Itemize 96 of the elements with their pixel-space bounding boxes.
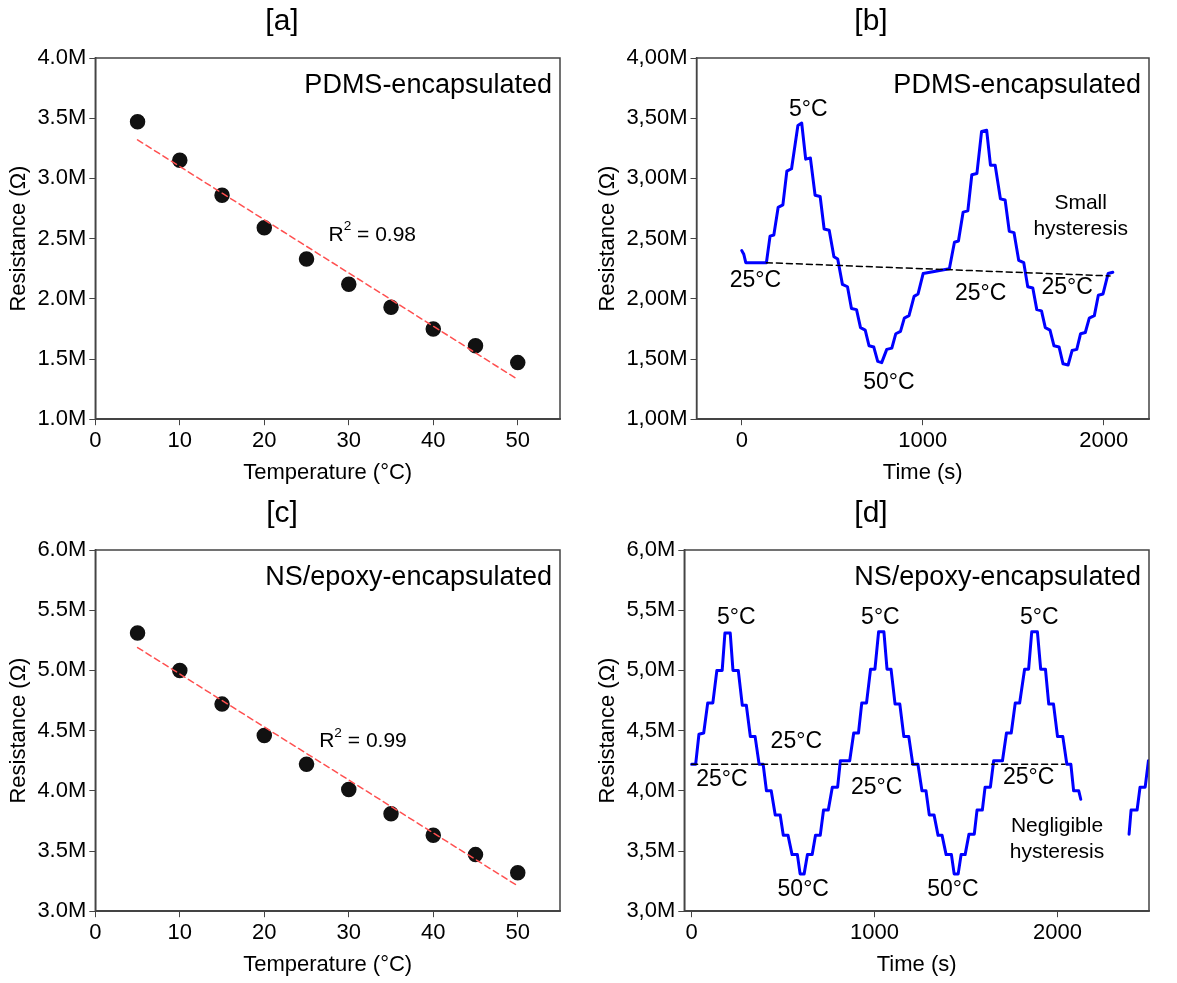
x-tick-label: 1000 — [898, 427, 948, 453]
x-tick-label: 30 — [336, 427, 362, 453]
y-tick-label: 1,00M — [626, 405, 688, 431]
point — [467, 846, 484, 863]
y-tick-label: 4.0M — [37, 44, 87, 70]
x-axis-title: Time (s) — [882, 458, 963, 484]
annotation: NS/epoxy-encapsulated — [854, 560, 1142, 591]
y-tick-label: 6.0M — [37, 536, 87, 562]
x-tick-label: 10 — [167, 427, 193, 453]
y-tick-label: 1.5M — [37, 345, 87, 371]
chart-title: [a] — [265, 3, 299, 37]
annotation: 50°C — [777, 874, 829, 901]
y-axis-title: Resistance (Ω) — [5, 165, 31, 312]
point — [298, 251, 315, 267]
chart-title: [b] — [854, 3, 888, 37]
y-tick-label: 2,00M — [626, 284, 688, 310]
x-tick-label: 40 — [421, 919, 446, 945]
point — [129, 625, 146, 641]
x-axis-title: Time (s) — [876, 950, 957, 976]
x-tick-label: 20 — [252, 427, 277, 453]
point — [341, 781, 357, 798]
point — [383, 805, 399, 822]
x-tick-label: 1000 — [850, 919, 900, 945]
annotation: 25°C — [729, 266, 782, 293]
x-tick-label: 2000 — [1079, 427, 1129, 453]
y-tick-label: 4,0M — [626, 776, 676, 802]
x-tick-label: 50 — [505, 919, 530, 945]
x-tick-label: 50 — [505, 427, 530, 453]
point — [298, 756, 315, 773]
annotation: 50°C — [927, 874, 979, 901]
annotation: 25°C — [696, 765, 748, 792]
y-tick-label: 3,5M — [626, 837, 676, 863]
point — [129, 114, 146, 130]
y-tick-label: 5.5M — [37, 596, 87, 622]
annotation: 25°C — [1041, 273, 1093, 300]
y-axis-title: Resistance (Ω) — [594, 657, 620, 804]
y-axis-title: Resistance (Ω) — [594, 165, 620, 312]
y-tick-label: 2.5M — [37, 224, 87, 250]
y-tick-label: 2,50M — [626, 224, 688, 250]
point — [467, 338, 484, 354]
y-tick-label: 3,0M — [626, 897, 676, 923]
annotation: PDMS-encapsulated — [304, 68, 553, 99]
x-tick-label: 0 — [89, 919, 102, 945]
annotation: NS/epoxy-encapsulated — [265, 560, 553, 591]
x-axis-title: Temperature (°C) — [243, 950, 413, 976]
y-tick-label: 3.0M — [37, 164, 87, 190]
x-tick-label: 40 — [421, 427, 446, 453]
x-tick-label: 20 — [252, 919, 277, 945]
point — [214, 187, 230, 204]
y-tick-label: 3,50M — [626, 104, 688, 130]
annotation: PDMS-encapsulated — [893, 68, 1142, 99]
x-tick-label: 2000 — [1033, 919, 1082, 945]
y-tick-label: 5,5M — [626, 596, 676, 622]
chart-title: [d] — [854, 495, 888, 529]
y-tick-label: 1.0M — [37, 405, 87, 431]
annotation: Negligible hysteresis — [1009, 812, 1105, 862]
y-tick-label: 1,50M — [626, 345, 688, 371]
annotation: 25°C — [1002, 762, 1055, 789]
point — [510, 354, 526, 371]
x-axis-title: Temperature (°C) — [243, 458, 413, 484]
y-tick-label: 6,0M — [626, 536, 676, 562]
y-tick-label: 4.0M — [37, 776, 87, 802]
point — [214, 696, 230, 712]
x-tick-label: 0 — [89, 427, 102, 453]
x-tick-label: 10 — [167, 919, 193, 945]
y-tick-label: 4,5M — [626, 716, 676, 742]
annotation: 25°C — [851, 772, 903, 799]
point — [172, 152, 188, 169]
point — [341, 276, 357, 293]
y-tick-label: 3.5M — [37, 104, 87, 130]
point — [510, 864, 526, 881]
x-tick-label: 30 — [336, 919, 362, 945]
chart-title: [c] — [266, 495, 298, 529]
annotation: 5°C — [789, 95, 828, 121]
y-tick-label: 3.0M — [37, 897, 87, 923]
y-tick-label: 3.5M — [37, 837, 87, 863]
annotation: 50°C — [863, 368, 915, 395]
x-tick-label: 0 — [735, 427, 748, 453]
point — [256, 727, 273, 744]
annotation: 25°C — [770, 726, 822, 753]
annotation: 5°C — [717, 602, 756, 629]
annotation: 25°C — [954, 279, 1007, 306]
y-tick-label: 5,0M — [626, 656, 676, 682]
y-tick-label: 4.5M — [37, 716, 87, 742]
y-tick-label: 5.0M — [37, 656, 87, 682]
point — [383, 299, 399, 315]
annotation: Small hysteresis — [1033, 189, 1128, 239]
x-tick-label: 0 — [685, 919, 698, 945]
annotation: 5°C — [861, 602, 900, 629]
point — [425, 321, 442, 337]
point — [256, 220, 273, 236]
y-tick-label: 2.0M — [37, 284, 87, 310]
annotation: 5°C — [1020, 602, 1059, 629]
y-tick-label: 3,00M — [626, 164, 688, 190]
y-axis-title: Resistance (Ω) — [5, 657, 31, 804]
y-tick-label: 4,00M — [626, 44, 688, 70]
